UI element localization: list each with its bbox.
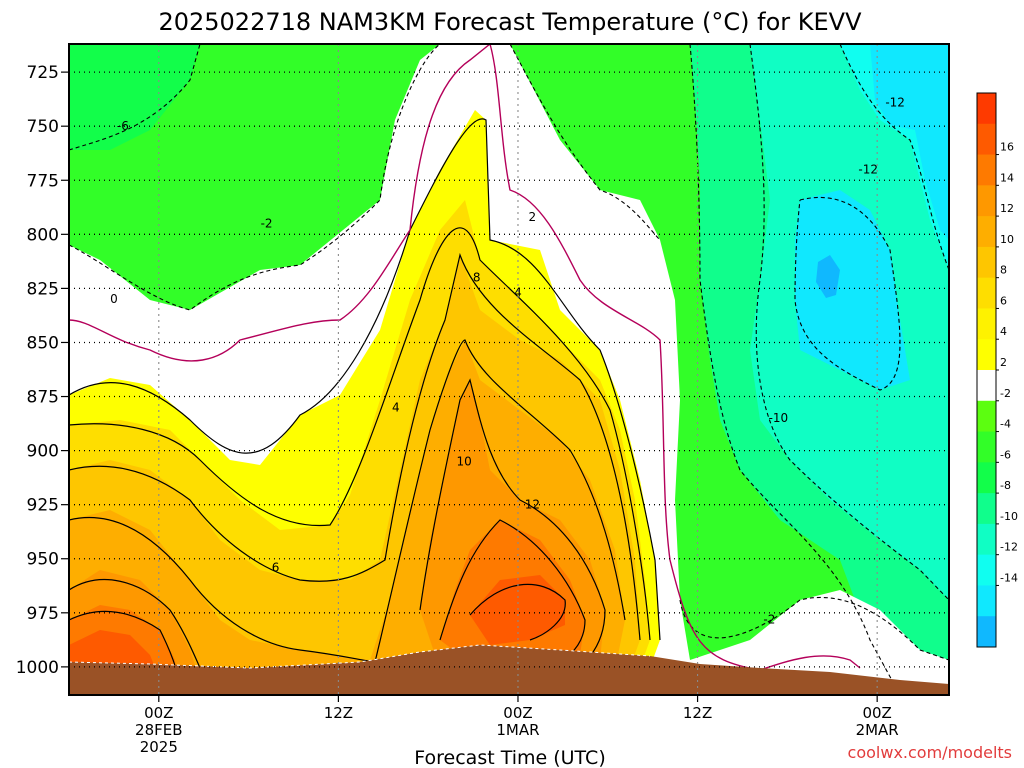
colorbar-label: 2 <box>1000 356 1007 369</box>
colorbar-swatch <box>977 462 996 494</box>
colorbar-swatch <box>977 370 996 402</box>
contour-label: 12 <box>525 498 540 512</box>
colorbar-label: 14 <box>1000 171 1014 184</box>
y-axis: 725 750 775 800 825 850 875 900 925 950 975 1000 <box>16 63 69 678</box>
plot-area: -6 -2 0 2 4 4 8 10 12 6 -2 -10 -12 -12 <box>69 44 949 695</box>
y-tick-label: 975 <box>27 604 59 624</box>
colorbar-swatch <box>977 400 996 433</box>
field-band-blue-pocket <box>795 190 910 390</box>
colorbar-label: 6 <box>1000 294 1007 307</box>
x-tick-label: 1MAR <box>496 721 539 739</box>
colorbar-swatch <box>977 493 996 525</box>
x-tick-label: 12Z <box>683 704 712 722</box>
contour-label: -2 <box>261 217 273 231</box>
contour-label: 10 <box>456 454 471 468</box>
x-tick-label: 2MAR <box>856 721 899 739</box>
colorbar-swatch <box>977 308 996 340</box>
colorbar-label: 10 <box>1000 233 1014 246</box>
y-tick-label: 900 <box>27 442 59 462</box>
contour-label: 4 <box>514 286 522 300</box>
x-tick-label: 00Z <box>862 704 891 722</box>
ground-surface <box>69 645 949 695</box>
x-tick-label: 28FEB <box>135 721 182 739</box>
y-tick-label: 875 <box>27 388 59 408</box>
field-band-blue-east <box>870 44 949 240</box>
y-tick-label: 725 <box>27 63 59 83</box>
colorbar-swatch <box>977 246 996 279</box>
y-tick-label: 850 <box>27 333 59 353</box>
ground-surface-edge <box>69 644 651 669</box>
contour-label: 0 <box>110 292 118 306</box>
dashed-contours <box>69 44 949 695</box>
colorbar-swatch <box>977 154 996 186</box>
colorbar-label: -12 <box>1000 541 1018 554</box>
colorbar-swatch <box>977 277 996 309</box>
colorbar-swatch <box>977 93 996 125</box>
x-tick-label: 00Z <box>144 704 173 722</box>
chart-title: 2025022718 NAM3KM Forecast Temperature (… <box>158 8 862 36</box>
colorbar-swatch <box>977 585 996 617</box>
contour-label: 8 <box>473 271 481 285</box>
colorbar-label: -4 <box>1000 418 1011 431</box>
colorbar-label: -10 <box>1000 510 1018 523</box>
colorbar-label: -8 <box>1000 479 1011 492</box>
contour-label: -12 <box>858 162 878 176</box>
colorbar-label: 12 <box>1000 202 1014 215</box>
contour-label: -6 <box>117 119 129 133</box>
colorbar-swatch <box>977 431 996 463</box>
colorbar-label: -14 <box>1000 571 1018 584</box>
colorbar-swatch <box>977 523 996 556</box>
field-band-cold-left <box>69 44 200 150</box>
contour-label: -12 <box>885 95 905 109</box>
y-tick-label: 775 <box>27 171 59 191</box>
colorbar-label: -2 <box>1000 387 1011 400</box>
colorbar-swatch <box>977 216 996 248</box>
colorbar-swatch <box>977 185 996 217</box>
y-tick-label: 825 <box>27 279 59 299</box>
x-axis-label: Forecast Time (UTC) <box>414 747 605 768</box>
colorbar-label: -6 <box>1000 448 1011 461</box>
contour-label: 4 <box>392 400 400 414</box>
x-tick-label: 2025 <box>140 738 178 756</box>
y-tick-label: 925 <box>27 496 59 516</box>
grid-layer <box>69 44 949 695</box>
contour-label: 2 <box>529 210 537 224</box>
colorbar-swatch <box>977 339 996 371</box>
colorbar: 16 14 12 10 8 6 4 2 -2 -4 -6 -8 -10 -12 -14 <box>976 92 1018 648</box>
contour-label-layer: -6 -2 0 2 4 4 8 10 12 6 -2 -10 -12 -12 <box>110 95 905 626</box>
colorbar-swatch <box>977 616 996 648</box>
field-band-deep-blue <box>816 255 840 298</box>
colorbar-swatch <box>977 123 996 156</box>
contour-label: 6 <box>272 560 280 574</box>
colorbar-label: 8 <box>1000 264 1007 277</box>
y-tick-label: 800 <box>27 225 59 245</box>
solid-contours <box>69 118 661 691</box>
y-tick-label: 750 <box>27 117 59 137</box>
contour-label: -10 <box>769 411 789 425</box>
plot-frame <box>68 43 950 696</box>
y-tick-label: 1000 <box>16 658 59 678</box>
contour-label: -2 <box>763 612 775 626</box>
x-tick-label: 00Z <box>503 704 532 722</box>
x-tick-label: 12Z <box>324 704 353 722</box>
credit-text: coolwx.com/modelts <box>848 743 1012 762</box>
colorbar-frame <box>976 92 997 648</box>
colorbar-label: 16 <box>1000 141 1014 154</box>
freezing-line <box>69 44 861 671</box>
colorbar-swatch <box>977 554 996 586</box>
colorbar-label: 4 <box>1000 325 1007 338</box>
y-tick-label: 950 <box>27 550 59 570</box>
